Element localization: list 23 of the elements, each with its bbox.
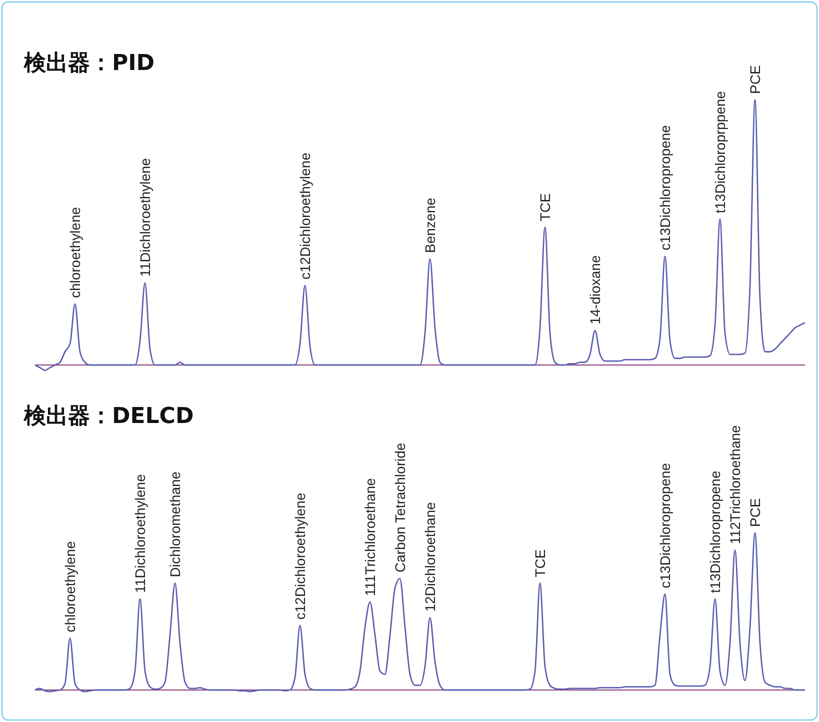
text: PCE <box>747 65 763 94</box>
annotation: TCE <box>532 549 548 578</box>
annotation: TCE <box>537 193 553 222</box>
annotation: 12Dichloroethane <box>422 502 438 612</box>
annotation: Carbon Tetrachloride <box>392 442 408 573</box>
annotation: c12Dichloroethylene <box>292 492 308 620</box>
annotation: c13Dichloropropene <box>657 124 673 250</box>
annotation: Dichloromethane <box>167 471 183 578</box>
annotation: t13Dichloroprppene <box>712 90 728 214</box>
annotation: 11Dichloroethylene <box>137 158 153 277</box>
annotation: c12Dichloroethylene <box>297 152 313 280</box>
annotation: chloroethylene <box>62 540 78 632</box>
annotation: 11Dichloroethylene <box>132 474 148 593</box>
chart-title: 検出器：DELCD <box>23 404 194 429</box>
chart-title: 検出器：PID <box>23 51 155 76</box>
annotation: Benzene <box>422 198 438 253</box>
annotation: t13Dichloropropene <box>707 470 723 593</box>
annotation: 14-dioxane <box>587 255 603 325</box>
annotation: 111Trichloroethane <box>362 478 378 596</box>
annotation: chloroethylene <box>67 206 83 298</box>
annotation: c13Dichloropropene <box>657 462 673 588</box>
text: PCE <box>747 498 763 527</box>
annotation: 112Trichloroethane <box>727 424 743 544</box>
